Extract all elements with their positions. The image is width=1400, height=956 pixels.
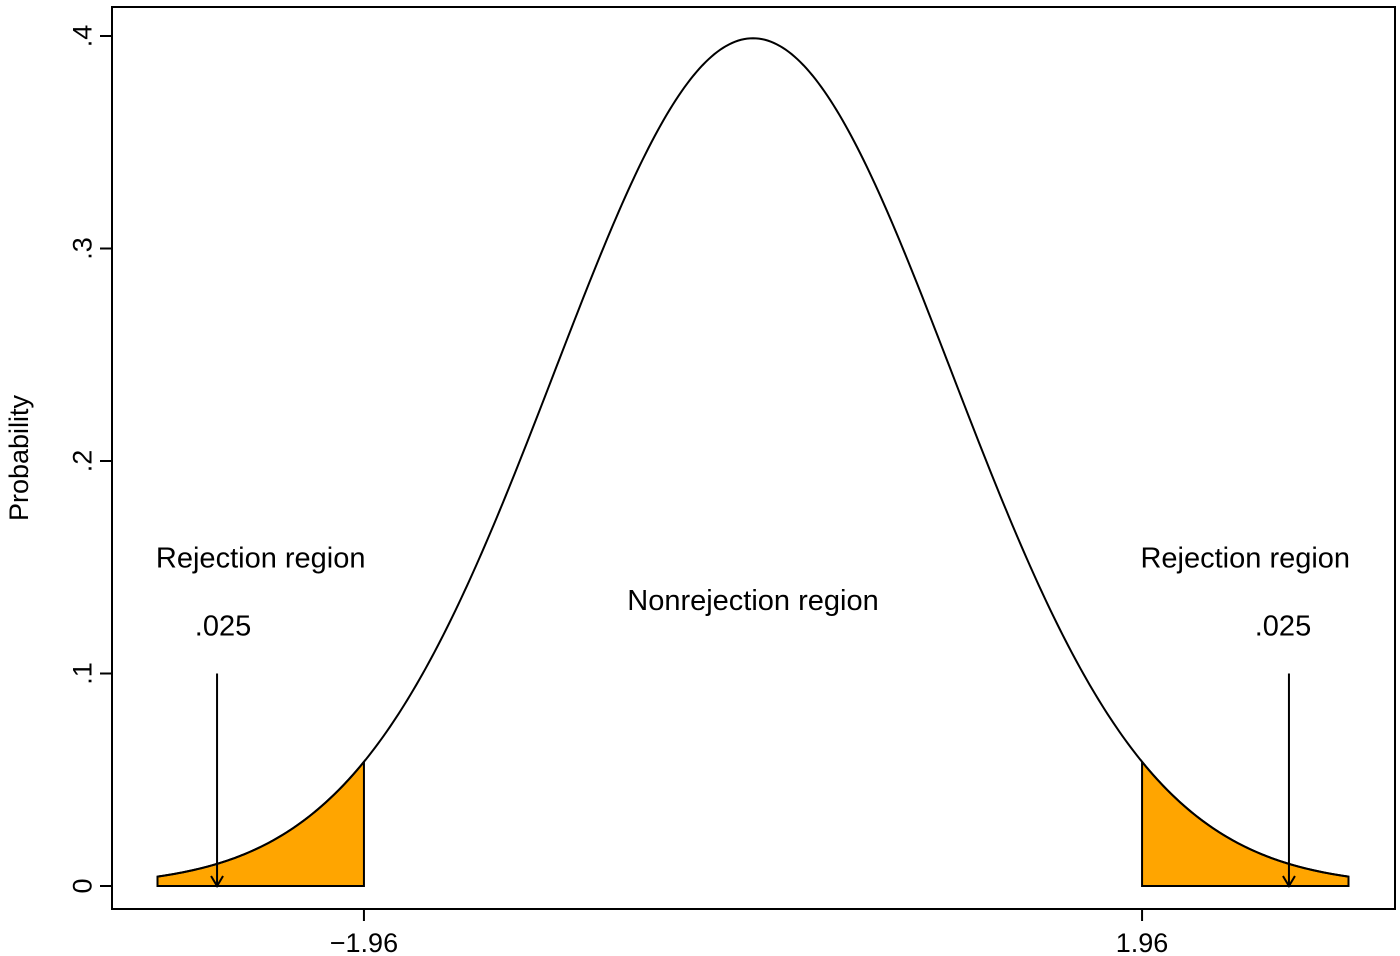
left-arrow (210, 673, 224, 888)
y-tick-label: .1 (67, 662, 97, 685)
y-tick-label: .4 (67, 25, 97, 48)
left-rejection-area (156, 759, 365, 887)
right-probability-label: .025 (1255, 610, 1311, 642)
y-axis-title: Probability (4, 394, 34, 521)
right-arrow (1282, 673, 1296, 888)
left-rejection-region-label: Rejection region (156, 542, 366, 574)
right-rejection-area (1141, 759, 1350, 887)
density-curve (157, 37, 1349, 878)
y-tick-label: 0 (67, 878, 97, 893)
x-tick-label: 1.96 (1116, 928, 1169, 956)
plot-frame (111, 6, 1396, 910)
y-tick-label: .2 (67, 450, 97, 473)
nonrejection-region-label: Nonrejection region (627, 585, 878, 617)
y-tick-label: .3 (67, 237, 97, 260)
left-probability-label: .025 (195, 610, 251, 642)
right-rejection-region-label: Rejection region (1140, 542, 1350, 574)
x-tick-label: −1.96 (330, 928, 398, 956)
